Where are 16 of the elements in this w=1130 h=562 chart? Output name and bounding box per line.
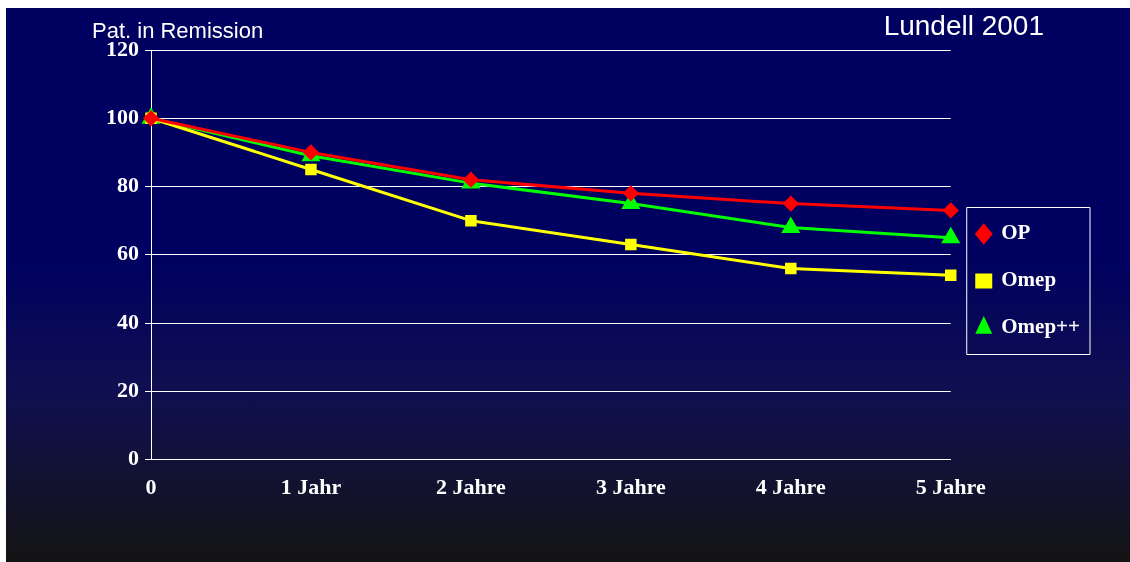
y-tick-label: 40 <box>117 308 139 334</box>
legend-label: Omep <box>1001 267 1057 292</box>
x-tick-label: 3 Jahre <box>595 474 667 500</box>
y-tick-label: 20 <box>117 377 139 403</box>
x-tick-label: 5 Jahre <box>915 474 986 500</box>
chart-title: Lundell 2001 <box>883 10 1044 42</box>
x-tick-label: 0 <box>145 474 157 500</box>
y-tick-label: 80 <box>117 172 139 198</box>
y-tick-label: 60 <box>117 240 139 266</box>
y-tick-label: 0 <box>128 445 139 471</box>
y-tick-label: 100 <box>106 103 139 129</box>
x-tick-label: 4 Jahre <box>755 474 826 500</box>
x-tick-label: 1 Jahr <box>280 474 342 500</box>
x-tick-label: 2 Jahre <box>435 474 507 500</box>
legend-label: Omep++ <box>1001 314 1081 339</box>
legend-label: OP <box>1001 220 1031 245</box>
